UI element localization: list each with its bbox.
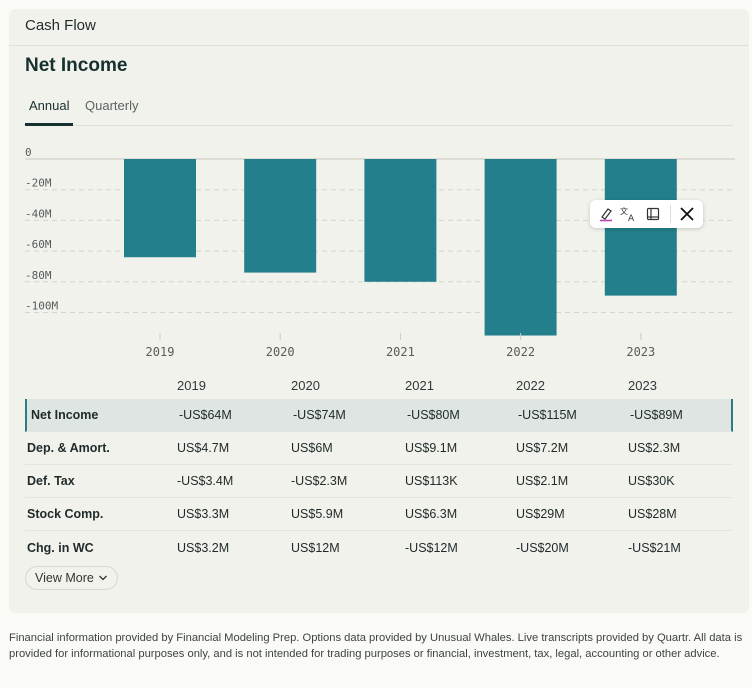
table-cell: -US$89M: [630, 408, 683, 422]
highlighter-icon[interactable]: [596, 204, 616, 224]
table-cell: US$12M: [291, 540, 340, 555]
svg-text:A: A: [628, 214, 635, 222]
disclaimer-text: Financial information provided by Financ…: [9, 632, 743, 660]
cash-flow-table: 2019 2020 2021 2022 2023 Net Income -US$…: [25, 371, 733, 564]
table-row-def-tax[interactable]: Def. Tax -US$3.4M -US$2.3M US$113K US$2.…: [25, 465, 733, 498]
period-tabs: Annual Quarterly: [24, 95, 733, 126]
net-income-chart: 0 -20M -40M -60M -80M -100M 2019 2020 2021 2022 20…: [25, 137, 735, 367]
row-label: Def. Tax: [27, 474, 75, 488]
chevron-down-icon: [98, 575, 107, 581]
table-cell: US$2.1M: [516, 474, 569, 488]
y-tick-label: -40M: [25, 207, 52, 220]
x-tick-label: 2021: [386, 345, 415, 359]
table-cell: US$28M: [628, 507, 677, 521]
y-tick-label: -20M: [25, 177, 52, 190]
svg-text:文: 文: [620, 206, 628, 216]
row-label: Stock Comp.: [27, 507, 104, 521]
table-cell: -US$64M: [179, 408, 232, 422]
table-cell: -US$12M: [405, 540, 458, 555]
table-cell: -US$2.3M: [291, 474, 348, 488]
table-row-stock-comp[interactable]: Stock Comp. US$3.3M US$5.9M US$6.3M US$2…: [25, 498, 733, 531]
table-cell: US$5.9M: [291, 507, 344, 521]
x-tick-label: 2020: [266, 345, 295, 359]
table-header-cell: 2020: [291, 377, 320, 393]
view-more-button[interactable]: View More: [25, 566, 118, 590]
table-cell: US$7.2M: [516, 441, 569, 455]
table-header-cell: 2019: [177, 377, 206, 393]
tab-annual[interactable]: Annual: [24, 98, 75, 126]
x-tick-label: 2019: [146, 345, 175, 359]
table-cell: -US$80M: [407, 408, 460, 422]
table-cell: US$9.1M: [405, 441, 458, 455]
bar: [124, 159, 196, 258]
y-tick-label: 0: [25, 146, 32, 159]
table-header-cell: 2023: [628, 377, 657, 393]
table-cell: US$30K: [628, 474, 675, 488]
section-title: Net Income: [25, 55, 128, 76]
table-row-dep-amort[interactable]: Dep. & Amort. US$4.7M US$6M US$9.1M US$7…: [25, 432, 733, 465]
chart-svg: 0 -20M -40M -60M -80M -100M 2019 2020 2021 2022 20…: [25, 146, 735, 359]
table-cell: -US$20M: [516, 540, 569, 555]
book-icon[interactable]: [643, 204, 663, 224]
row-label: Chg. in WC: [27, 540, 94, 555]
table-cell: -US$3.4M: [177, 474, 234, 488]
bar: [244, 159, 317, 273]
table-cell: US$6M: [291, 441, 333, 455]
y-tick-label: -100M: [25, 300, 58, 313]
table-header-cell: 2022: [516, 377, 545, 393]
tab-quarterly[interactable]: Quarterly: [85, 98, 139, 113]
y-tick-label: -60M: [25, 238, 52, 251]
row-label: Net Income: [31, 408, 99, 422]
table-row-chg-wc[interactable]: Chg. in WC US$3.2M US$12M -US$12M -US$20…: [25, 531, 733, 564]
x-tick-label: 2022: [506, 345, 535, 359]
card-header: Cash Flow: [9, 9, 749, 46]
y-tick-label: -80M: [25, 269, 52, 282]
table-cell: US$3.2M: [177, 540, 230, 555]
table-cell: US$113K: [405, 474, 458, 488]
table-cell: US$4.7M: [177, 441, 230, 455]
table-cell: -US$21M: [628, 540, 681, 555]
table-cell: US$2.3M: [628, 441, 681, 455]
table-cell: US$29M: [516, 507, 565, 521]
row-label: Dep. & Amort.: [27, 441, 110, 455]
table-header-cell: 2021: [405, 377, 434, 393]
view-more-label: View More: [35, 571, 94, 585]
table-header-row: 2019 2020 2021 2022 2023: [25, 371, 733, 399]
cash-flow-card: Cash Flow Net Income Annual Quarterly 0 -…: [9, 9, 749, 613]
bar: [484, 159, 557, 336]
x-logo-icon[interactable]: [677, 204, 697, 224]
table-cell: -US$74M: [293, 408, 346, 422]
x-tick-label: 2023: [626, 345, 655, 359]
toolbar-divider: [669, 205, 671, 223]
table-cell: US$3.3M: [177, 507, 230, 521]
table-cell: -US$115M: [518, 408, 577, 422]
table-cell: US$6.3M: [405, 507, 458, 521]
table-row-net-income[interactable]: Net Income -US$64M -US$74M -US$80M -US$1…: [25, 399, 733, 432]
bar: [364, 159, 437, 282]
